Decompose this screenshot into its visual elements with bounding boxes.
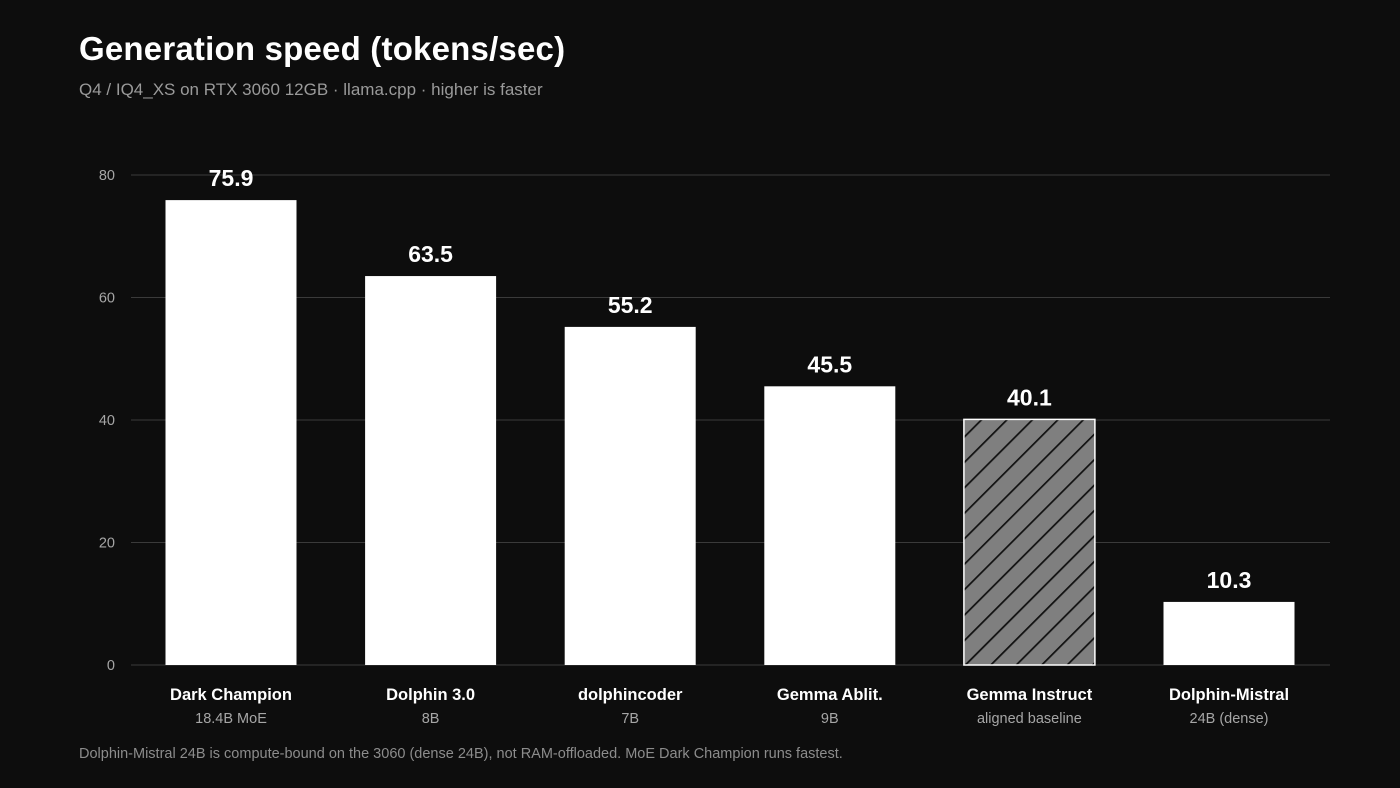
- x-subcategory-label: 7B: [621, 711, 639, 727]
- bar-value-label: 63.5: [408, 241, 453, 267]
- bar: [564, 326, 696, 665]
- x-subcategory-label: aligned baseline: [977, 711, 1082, 727]
- x-category-label: Gemma Instruct: [967, 686, 1093, 704]
- x-category-label: Dolphin 3.0: [386, 686, 475, 704]
- y-axis-ticks: 0 20 40 60 80: [99, 168, 115, 674]
- bars: [165, 200, 1295, 666]
- value-labels: 75.9 63.5 55.2 45.5 40.1 10.3: [209, 165, 1252, 593]
- x-category-label: Gemma Ablit.: [777, 686, 883, 704]
- bar-value-label: 45.5: [807, 351, 852, 377]
- bar-value-label: 10.3: [1207, 567, 1252, 593]
- x-category-label: Dark Champion: [170, 686, 292, 704]
- y-tick-label: 40: [99, 413, 115, 429]
- chart-title: Generation speed (tokens/sec): [79, 30, 566, 67]
- bar: [165, 200, 297, 666]
- x-category-label: Dolphin-Mistral: [1169, 686, 1289, 704]
- chart-subtitle: Q4 / IQ4_XS on RTX 3060 12GB · llama.cpp…: [79, 80, 543, 99]
- bar-value-label: 40.1: [1007, 384, 1052, 410]
- bar: [1163, 601, 1295, 665]
- bar: [963, 418, 1096, 666]
- gridlines: [131, 174, 1330, 666]
- bar-value-label: 75.9: [209, 165, 254, 191]
- x-subcategory-label: 24B (dense): [1190, 711, 1269, 727]
- chart-footnote: Dolphin-Mistral 24B is compute-bound on …: [79, 746, 843, 762]
- y-tick-label: 0: [107, 658, 115, 674]
- x-subcategory-label: 9B: [821, 711, 839, 727]
- y-tick-label: 60: [99, 291, 115, 307]
- x-axis-labels: Dark Champion 18.4B MoE Dolphin 3.0 8B dolph…: [170, 686, 1289, 727]
- bar: [764, 386, 896, 665]
- bar: [365, 276, 497, 665]
- x-category-label: dolphincoder: [578, 686, 683, 704]
- x-subcategory-label: 18.4B MoE: [195, 711, 267, 727]
- y-tick-label: 20: [99, 536, 115, 552]
- x-subcategory-label: 8B: [422, 711, 440, 727]
- bar-value-label: 55.2: [608, 292, 653, 318]
- y-tick-label: 80: [99, 168, 115, 184]
